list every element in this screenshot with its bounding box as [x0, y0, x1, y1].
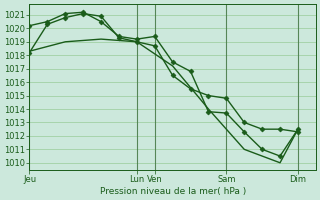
X-axis label: Pression niveau de la mer( hPa ): Pression niveau de la mer( hPa ) — [100, 187, 246, 196]
